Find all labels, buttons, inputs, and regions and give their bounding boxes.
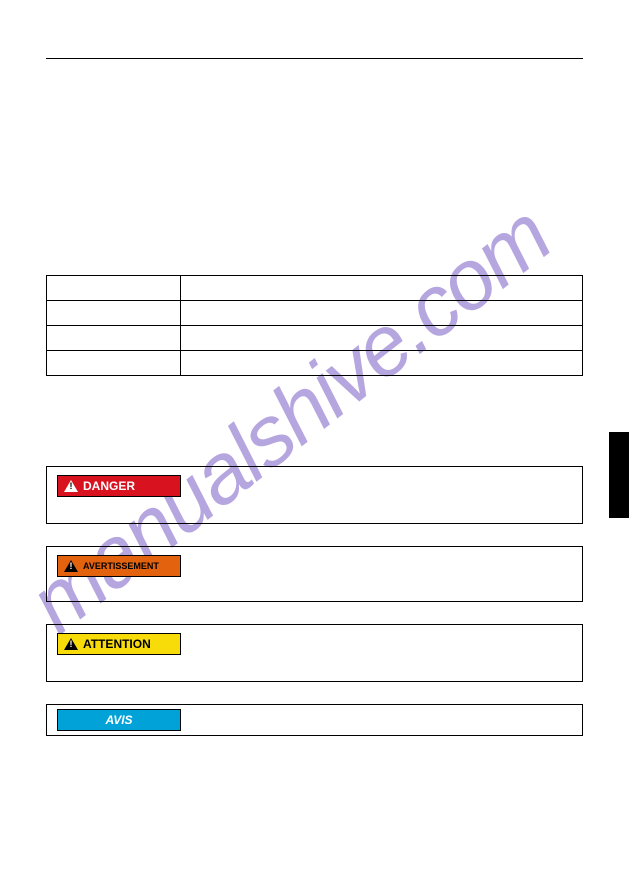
warning-badge: AVERTISSEMENT: [57, 555, 181, 577]
notice-label: AVIS: [105, 713, 132, 727]
danger-badge: DANGER: [57, 475, 181, 497]
header-rule: [46, 58, 583, 59]
reference-table: [46, 275, 583, 376]
alert-icon: [64, 480, 78, 492]
cell: [47, 301, 181, 326]
cell: [47, 326, 181, 351]
alert-icon: [64, 560, 78, 572]
cell: [47, 351, 181, 376]
cell: [47, 276, 181, 301]
warning-label: AVERTISSEMENT: [83, 561, 159, 571]
table-row: [47, 301, 583, 326]
caution-badge: ATTENTION: [57, 633, 181, 655]
cell: [181, 276, 583, 301]
document-page: DANGER AVERTISSEMENT ATTENTION AVIS: [0, 0, 629, 893]
danger-label: DANGER: [83, 479, 135, 493]
warning-row: AVERTISSEMENT: [46, 546, 583, 602]
notice-row: AVIS: [46, 704, 583, 736]
cell: [181, 301, 583, 326]
table-row: [47, 276, 583, 301]
cell: [181, 326, 583, 351]
notice-badge: AVIS: [57, 709, 181, 731]
alert-icon: [64, 638, 78, 650]
table-row: [47, 351, 583, 376]
caution-label: ATTENTION: [83, 637, 151, 651]
cell: [181, 351, 583, 376]
table-row: [47, 326, 583, 351]
danger-row: DANGER: [46, 466, 583, 524]
caution-row: ATTENTION: [46, 624, 583, 682]
